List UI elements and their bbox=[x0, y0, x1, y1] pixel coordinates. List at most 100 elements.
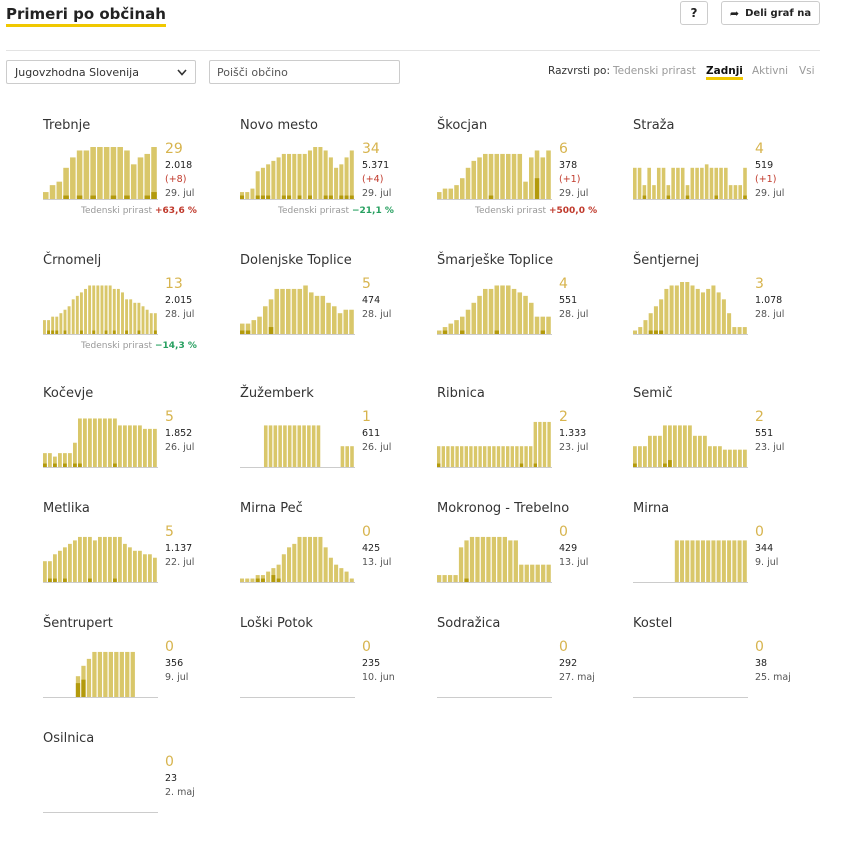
active-bar bbox=[519, 564, 524, 582]
mini-bar-chart bbox=[633, 164, 748, 200]
active-bar bbox=[517, 153, 523, 199]
active-bar bbox=[292, 425, 297, 467]
municipality-card[interactable]: Šmarješke Toplice 4 551 28. jul bbox=[437, 253, 617, 363]
mini-bar-chart bbox=[437, 536, 552, 583]
weekly-growth-label: Tedenski prirast bbox=[475, 206, 547, 216]
active-cases-value: 0 bbox=[165, 639, 174, 655]
municipality-card[interactable]: Osilnica 0 23 2. maj bbox=[43, 731, 223, 841]
active-bar bbox=[320, 295, 326, 334]
sort-option-tedenski-prirast[interactable]: Tedenski prirast bbox=[613, 65, 696, 77]
active-bar bbox=[447, 575, 453, 582]
active-bar bbox=[108, 536, 112, 582]
municipality-card[interactable]: Škocjan 6 378 (+1) 29. jul Tedenski prirast +… bbox=[437, 118, 617, 228]
municipality-card[interactable]: Straža 4 519 (+1) 29. jul bbox=[633, 118, 813, 228]
weekly-growth-value: −14,3 % bbox=[154, 341, 197, 351]
municipality-card[interactable]: Dolenjske Toplice 5 474 28. jul bbox=[240, 253, 420, 363]
municipality-card[interactable]: Sodražica 0 292 27. maj bbox=[437, 616, 617, 726]
active-bar bbox=[737, 327, 742, 334]
active-bar bbox=[728, 185, 733, 199]
active-bar bbox=[328, 157, 333, 199]
active-bar bbox=[103, 418, 107, 467]
active-bar bbox=[448, 188, 454, 199]
last-update-date: 9. jul bbox=[165, 672, 189, 683]
active-bar bbox=[690, 285, 695, 334]
active-bar bbox=[337, 313, 343, 334]
active-bar bbox=[738, 185, 743, 199]
municipality-card[interactable]: Trebnje 29 2.018 (+8) 29. jul Tedenski priras… bbox=[43, 118, 223, 228]
mini-bar-chart bbox=[43, 285, 158, 335]
municipality-name: Črnomelj bbox=[43, 253, 102, 268]
active-bar bbox=[506, 153, 511, 199]
total-cases-value: 235 bbox=[362, 658, 381, 669]
municipality-card[interactable]: Mirna 0 344 9. jul bbox=[633, 501, 813, 611]
region-select[interactable]: Jugovzhodna Slovenija bbox=[6, 60, 196, 84]
municipality-card[interactable]: Kočevje 5 1.852 26. jul bbox=[43, 386, 223, 496]
active-bar bbox=[128, 547, 132, 582]
active-bar bbox=[302, 536, 307, 582]
active-bar bbox=[703, 435, 707, 467]
municipality-name: Novo mesto bbox=[240, 118, 318, 133]
municipality-name: Ribnica bbox=[437, 386, 485, 401]
active-bar bbox=[251, 320, 257, 334]
active-bar bbox=[460, 446, 464, 467]
total-cases-value: 356 bbox=[165, 658, 184, 669]
active-bar bbox=[638, 327, 643, 334]
active-bar bbox=[742, 327, 747, 334]
active-bar bbox=[460, 178, 465, 199]
active-bar bbox=[708, 446, 712, 467]
municipality-card[interactable]: Žužemberk 1 611 26. jul bbox=[240, 386, 420, 496]
active-bar bbox=[117, 147, 123, 199]
active-bar bbox=[332, 306, 337, 334]
active-bar bbox=[138, 425, 142, 467]
active-bar bbox=[674, 540, 679, 582]
municipality-card[interactable]: Šentjernej 3 1.078 28. jul bbox=[633, 253, 813, 363]
daily-change: (+8) bbox=[165, 174, 187, 185]
active-bar bbox=[92, 285, 96, 334]
active-bar bbox=[716, 540, 721, 582]
municipality-card[interactable]: Ribnica 2 1.333 23. jul bbox=[437, 386, 617, 496]
new-case-bar bbox=[494, 330, 500, 334]
sort-option-vsi[interactable]: Vsi bbox=[799, 65, 815, 77]
help-button[interactable]: ? bbox=[680, 1, 708, 25]
municipality-card[interactable]: Novo mesto 34 5.371 (+4) 29. jul Tedenski pri… bbox=[240, 118, 420, 228]
municipality-card[interactable]: Šentrupert 0 356 9. jul bbox=[43, 616, 223, 726]
active-bar bbox=[486, 536, 491, 582]
sort-option-zadnji[interactable]: Zadnji bbox=[706, 65, 743, 80]
active-bar bbox=[268, 425, 273, 467]
new-case-bar bbox=[464, 578, 469, 582]
municipality-card[interactable]: Semič 2 551 23. jul bbox=[633, 386, 813, 496]
active-bar bbox=[477, 295, 482, 334]
active-bar bbox=[68, 543, 72, 582]
total-cases-value: 38 bbox=[755, 658, 768, 669]
municipality-card[interactable]: Metlika 5 1.137 22. jul bbox=[43, 501, 223, 611]
active-bar bbox=[540, 157, 546, 199]
active-bar bbox=[97, 651, 103, 697]
municipality-card[interactable]: Loški Potok 0 235 10. jun bbox=[240, 616, 420, 726]
municipality-name: Trebnje bbox=[43, 118, 91, 133]
active-bar bbox=[653, 435, 657, 467]
search-input[interactable] bbox=[209, 60, 400, 84]
new-case-bar bbox=[663, 463, 667, 467]
active-bar bbox=[96, 285, 100, 334]
new-case-bar bbox=[113, 578, 117, 582]
active-bar bbox=[477, 157, 482, 199]
active-bar bbox=[523, 181, 528, 199]
active-bar bbox=[706, 540, 711, 582]
municipality-name: Osilnica bbox=[43, 731, 95, 746]
new-case-bar bbox=[255, 578, 260, 582]
share-button[interactable]: ➦ Deli graf na bbox=[721, 1, 820, 25]
new-case-bar bbox=[714, 195, 719, 199]
active-bar bbox=[437, 446, 441, 467]
municipality-card[interactable]: Mirna Peč 0 425 13. jul bbox=[240, 501, 420, 611]
municipality-card[interactable]: Mokronog - Trebelno 0 429 13. jul bbox=[437, 501, 617, 611]
active-bar bbox=[78, 536, 82, 582]
municipality-card[interactable]: Črnomelj 13 2.015 28. jul Tedenski prirast −… bbox=[43, 253, 223, 363]
active-bar bbox=[721, 540, 726, 582]
sort-option-aktivni[interactable]: Aktivni bbox=[752, 65, 789, 77]
active-bar bbox=[515, 446, 519, 467]
active-cases-value: 0 bbox=[362, 639, 371, 655]
municipality-card[interactable]: Kostel 0 38 25. maj bbox=[633, 616, 813, 726]
active-bar bbox=[506, 446, 510, 467]
total-cases-value: 551 bbox=[755, 428, 774, 439]
active-bar bbox=[118, 425, 122, 467]
